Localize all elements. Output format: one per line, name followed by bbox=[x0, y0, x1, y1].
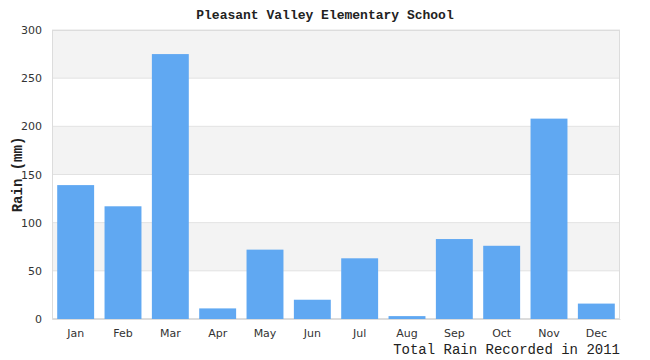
bar bbox=[436, 239, 473, 319]
x-tick: Nov bbox=[538, 319, 560, 340]
x-axis-line bbox=[53, 319, 621, 320]
y-tick: 300 bbox=[21, 24, 52, 37]
x-tick-label: Dec bbox=[586, 327, 607, 340]
x-tick: Jul bbox=[352, 319, 366, 340]
x-tick: May bbox=[254, 319, 277, 340]
bar bbox=[57, 185, 94, 319]
x-tick-label: Jul bbox=[352, 327, 366, 340]
y-tick: 50 bbox=[28, 265, 52, 278]
x-tick-label: Apr bbox=[208, 327, 228, 340]
x-tick-label: Oct bbox=[492, 327, 512, 340]
x-axis: Jan Feb Mar Apr May Jun Jul Aug Sep Oct Nov Dec bbox=[53, 319, 621, 340]
bar bbox=[199, 308, 236, 319]
x-tick: Jan bbox=[66, 319, 84, 340]
bar bbox=[531, 119, 568, 319]
grid bbox=[52, 30, 620, 319]
y-tick: 200 bbox=[21, 120, 52, 133]
bar bbox=[578, 304, 615, 319]
x-tick: Jun bbox=[303, 319, 321, 340]
x-tick: Oct bbox=[492, 319, 512, 340]
y-tick-label: 50 bbox=[28, 265, 42, 278]
y-tick: 100 bbox=[21, 217, 52, 230]
bar bbox=[105, 206, 142, 319]
x-tick: Mar bbox=[160, 319, 181, 340]
bars bbox=[57, 54, 615, 319]
title: Pleasant Valley Elementary School bbox=[196, 8, 454, 23]
background-band bbox=[52, 30, 620, 78]
x-tick: Dec bbox=[586, 319, 607, 340]
x-tick-label: Feb bbox=[113, 327, 132, 340]
x-axis-title: Total Rain Recorded in 2011 bbox=[393, 342, 620, 358]
bar bbox=[152, 54, 189, 319]
y-tick-label: 200 bbox=[21, 120, 42, 133]
x-tick: Sep bbox=[444, 319, 465, 340]
y-tick: 250 bbox=[21, 72, 52, 85]
plot-frame bbox=[53, 31, 620, 319]
y-axis-line bbox=[52, 31, 53, 320]
bar bbox=[483, 246, 520, 319]
x-tick: Apr bbox=[208, 319, 228, 340]
x-tick-label: Mar bbox=[160, 327, 181, 340]
bar bbox=[294, 300, 331, 319]
x-tick-label: May bbox=[254, 327, 277, 340]
y-tick-label: 300 bbox=[21, 24, 42, 37]
chart: 050100150200250300JanFebMarAprMayJunJulA… bbox=[0, 0, 650, 360]
x-tick-label: Aug bbox=[396, 327, 417, 340]
x-tick: Aug bbox=[396, 319, 417, 340]
y-tick-label: 250 bbox=[21, 72, 42, 85]
x-tick: Feb bbox=[113, 319, 132, 340]
x-tick-label: Nov bbox=[538, 327, 560, 340]
y-tick-label: 100 bbox=[21, 217, 42, 230]
y-tick: 0 bbox=[35, 313, 52, 326]
y-tick-label: 0 bbox=[35, 313, 42, 326]
x-tick-label: Sep bbox=[444, 327, 465, 340]
x-tick-label: Jun bbox=[303, 327, 321, 340]
bar bbox=[389, 316, 426, 319]
bar bbox=[247, 250, 284, 319]
grid-line bbox=[52, 78, 620, 79]
bar bbox=[341, 258, 378, 319]
y-axis-title: Rain (mm) bbox=[10, 137, 26, 213]
x-tick-label: Jan bbox=[66, 327, 84, 340]
